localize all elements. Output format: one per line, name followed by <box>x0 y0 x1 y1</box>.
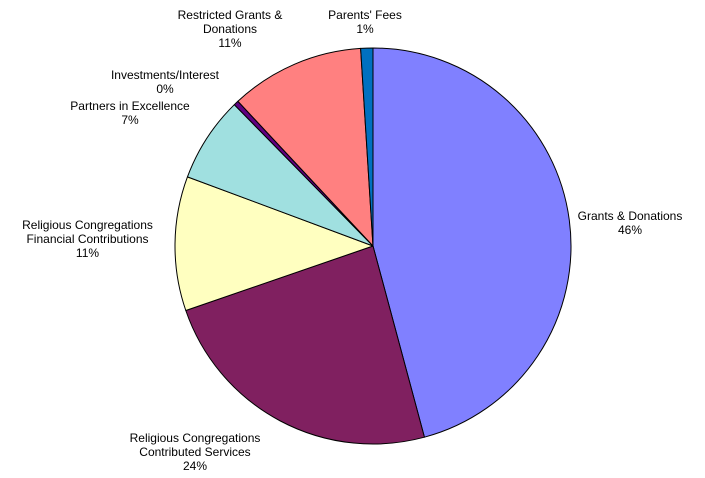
label-pct: 24% <box>182 459 208 473</box>
label-line: Restricted Grants & <box>177 8 283 22</box>
pie-slice-parents-fees <box>360 47 374 247</box>
label-line: Parents' Fees <box>328 8 402 22</box>
label-grants-donations: Grants & Donations 46% <box>560 209 700 237</box>
label-line: Donations <box>202 22 258 36</box>
pie-slice-restricted-grants-donations <box>237 47 374 247</box>
label-pct: 46% <box>617 223 643 237</box>
label-line: Financial Contributions <box>26 232 149 246</box>
label-religious-contributed-services: Religious Congregations Contributed Serv… <box>100 431 290 473</box>
label-pct: 11% <box>218 36 242 50</box>
label-partners-in-excellence: Partners in Excellence 7% <box>55 99 205 127</box>
label-pct: 0% <box>156 82 174 96</box>
label-pct: 7% <box>121 113 139 127</box>
label-pct: 11% <box>75 246 100 260</box>
pie-slice-grants-donations <box>372 47 572 438</box>
label-line: Religious Congregations <box>129 431 261 445</box>
label-restricted-grants-donations: Restricted Grants & Donations 11% <box>160 8 300 50</box>
pie-slice-religious-congregations-contributed-services <box>185 245 425 445</box>
label-parents-fees: Parents' Fees 1% <box>305 8 425 36</box>
label-investments-interest: Investments/Interest 0% <box>95 68 235 96</box>
pie-slice-religious-congregations-financial-contributions <box>174 176 374 311</box>
label-line: Grants & Donations <box>577 209 683 223</box>
label-religious-financial-contributions: Religious Congregations Financial Contri… <box>0 218 175 260</box>
label-line: Contributed Services <box>139 445 251 459</box>
label-line: Partners in Excellence <box>70 99 190 113</box>
label-line: Investments/Interest <box>110 68 220 82</box>
label-pct: 1% <box>356 22 374 36</box>
label-line: Religious Congregations <box>22 218 153 232</box>
